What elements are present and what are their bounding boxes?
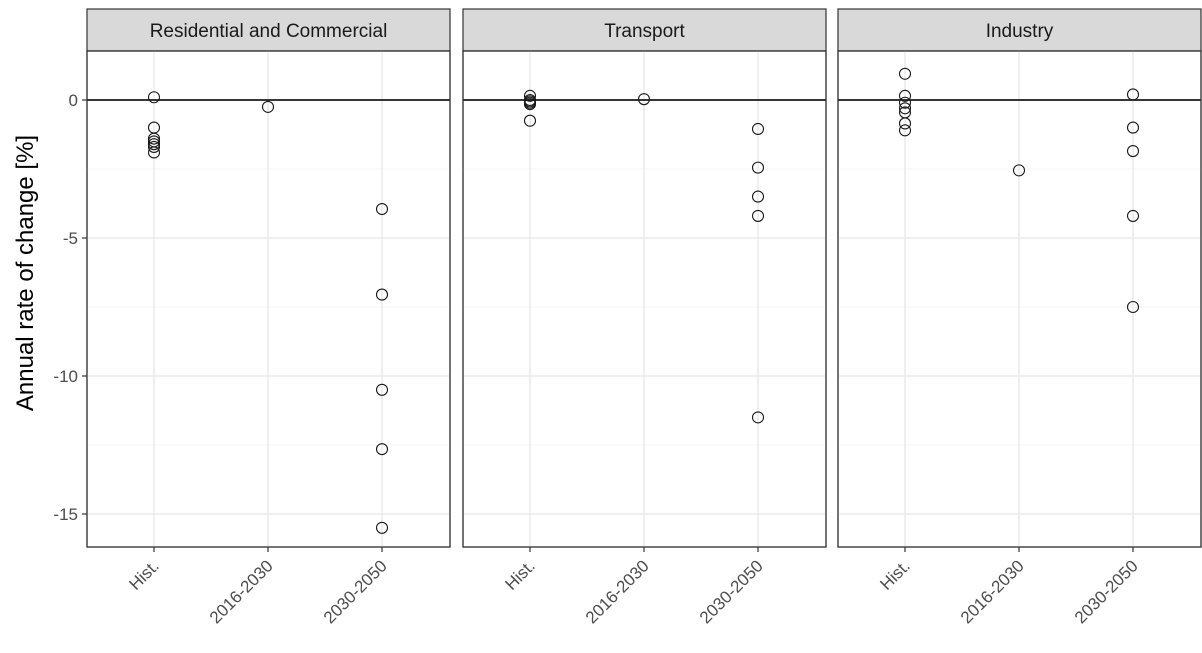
x-tick-label: 2016-2030 <box>957 556 1028 627</box>
data-point <box>1126 209 1140 222</box>
facet-title: Transport <box>604 21 685 42</box>
data-point <box>375 202 389 216</box>
data-point <box>261 100 275 113</box>
data-point <box>751 122 765 136</box>
data-point <box>375 288 389 301</box>
y-axis-title: Annual rate of change [%] <box>12 135 39 411</box>
data-point <box>375 383 389 396</box>
data-point <box>147 132 161 145</box>
y-tick-label: -15 <box>53 505 78 524</box>
x-tick-label: Hist. <box>876 556 913 593</box>
data-point <box>898 102 912 115</box>
data-point <box>375 443 389 456</box>
x-tick-label: 2030-2050 <box>1071 556 1142 627</box>
data-point <box>1126 300 1140 314</box>
facet-panel: Residential and Commercial Hist. 2016-2030… <box>86 8 451 627</box>
x-tick-label: 2030-2050 <box>320 556 391 627</box>
facet-strip <box>837 8 1202 52</box>
facet-strip <box>86 8 451 52</box>
data-point <box>898 124 912 137</box>
data-point <box>523 89 537 102</box>
data-point <box>1126 121 1140 134</box>
data-point <box>147 146 161 159</box>
facet-panel: Transport Hist. 2016-2030 2030-2050 <box>462 8 827 627</box>
data-point <box>751 411 765 424</box>
data-point <box>898 117 912 130</box>
facet-strip <box>462 8 827 52</box>
x-tick-label: Hist. <box>501 556 538 593</box>
x-tick-label: 2016-2030 <box>582 556 653 627</box>
data-point <box>523 98 537 111</box>
data-point <box>898 96 912 109</box>
x-tick-label: 2016-2030 <box>206 556 277 627</box>
data-point <box>751 190 765 203</box>
data-point <box>898 67 912 80</box>
y-tick-label: 0 <box>69 91 78 110</box>
panels-layer: Residential and Commercial Hist. 2016-2030… <box>86 8 1202 627</box>
data-point <box>523 114 537 127</box>
data-point <box>898 89 912 102</box>
data-point <box>637 93 651 106</box>
data-point <box>1126 88 1140 101</box>
facet-title: Industry <box>986 21 1054 42</box>
data-point <box>147 140 161 153</box>
x-tick-label: 2030-2050 <box>696 556 767 627</box>
data-point <box>1012 164 1026 177</box>
data-point <box>751 161 765 174</box>
x-tick-label: Hist. <box>125 556 162 593</box>
data-point <box>147 91 161 104</box>
data-point <box>1126 145 1140 158</box>
y-tick-label: -5 <box>63 229 78 248</box>
data-point <box>375 521 389 534</box>
facet-panel: Industry Hist. 2016-2030 2030-2050 <box>837 8 1202 627</box>
data-point <box>751 209 765 222</box>
facet-title: Residential and Commercial <box>150 21 388 42</box>
y-axis: 0 -5 -10 -15 <box>53 91 87 524</box>
data-point <box>147 138 161 151</box>
y-tick-label: -10 <box>53 367 78 386</box>
